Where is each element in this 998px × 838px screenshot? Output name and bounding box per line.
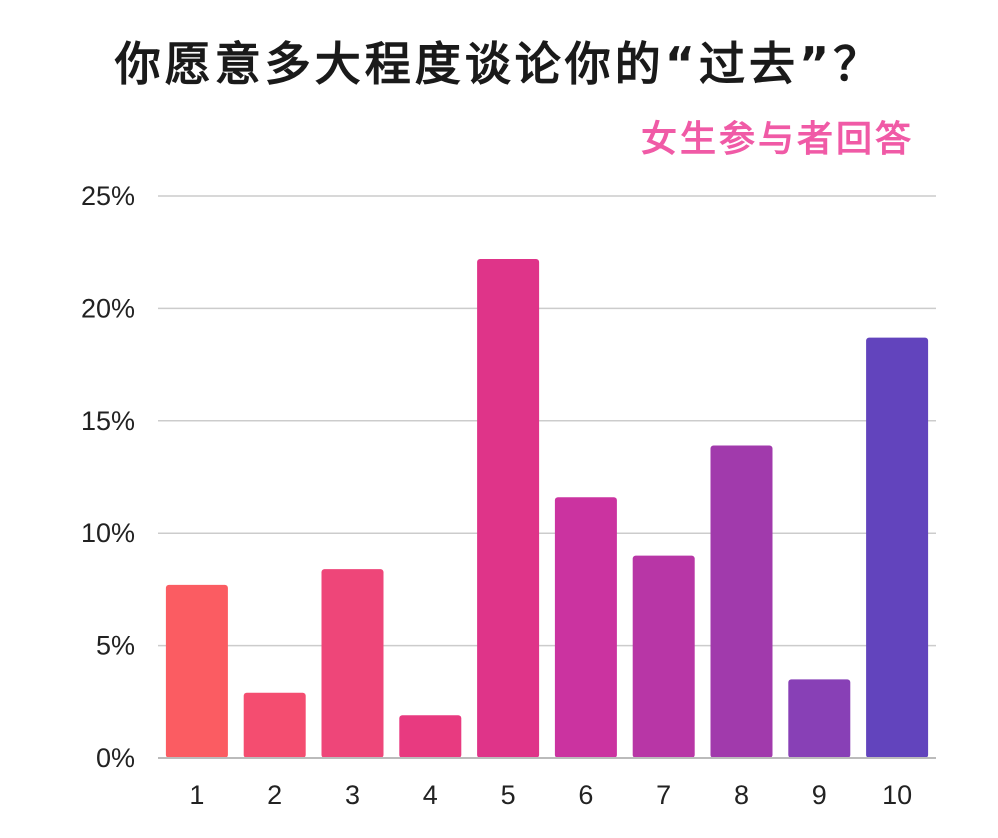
x-tick-label: 1 xyxy=(189,780,204,810)
y-tick-label: 25% xyxy=(81,181,135,211)
gridlines xyxy=(158,195,936,647)
bar-10 xyxy=(866,337,929,758)
bar-6 xyxy=(554,497,617,758)
bars xyxy=(165,258,929,758)
bar-4 xyxy=(399,715,462,758)
bar-1 xyxy=(165,584,228,758)
chart-subtitle: 女生参与者回答 xyxy=(640,119,914,160)
bar-8 xyxy=(710,445,773,758)
x-tick-label: 9 xyxy=(812,780,827,810)
x-tick-label: 4 xyxy=(423,780,438,810)
x-tick-label: 8 xyxy=(734,780,749,810)
bar-7 xyxy=(632,555,695,758)
x-tick-label: 7 xyxy=(656,780,671,810)
bar-2 xyxy=(243,692,306,758)
x-tick-label: 6 xyxy=(578,780,593,810)
y-tick-label: 0% xyxy=(96,743,135,773)
x-tick-label: 3 xyxy=(345,780,360,810)
x-tick-label: 5 xyxy=(501,780,516,810)
y-tick-label: 10% xyxy=(81,518,135,548)
x-axis-ticks: 1 2 3 4 5 6 7 8 9 10 xyxy=(189,780,912,810)
y-tick-label: 15% xyxy=(81,406,135,436)
chart-title: 你愿意多大程度谈论你的“过去”？ xyxy=(114,37,884,91)
x-tick-label: 2 xyxy=(267,780,282,810)
x-tick-label: 10 xyxy=(882,780,912,810)
bar-3 xyxy=(321,569,384,758)
bar-9 xyxy=(788,679,851,758)
y-tick-label: 5% xyxy=(96,631,135,661)
bar-5 xyxy=(477,258,540,758)
y-axis-ticks: 0% 5% 10% 15% 20% 25% xyxy=(81,181,135,773)
y-tick-label: 20% xyxy=(81,293,135,323)
